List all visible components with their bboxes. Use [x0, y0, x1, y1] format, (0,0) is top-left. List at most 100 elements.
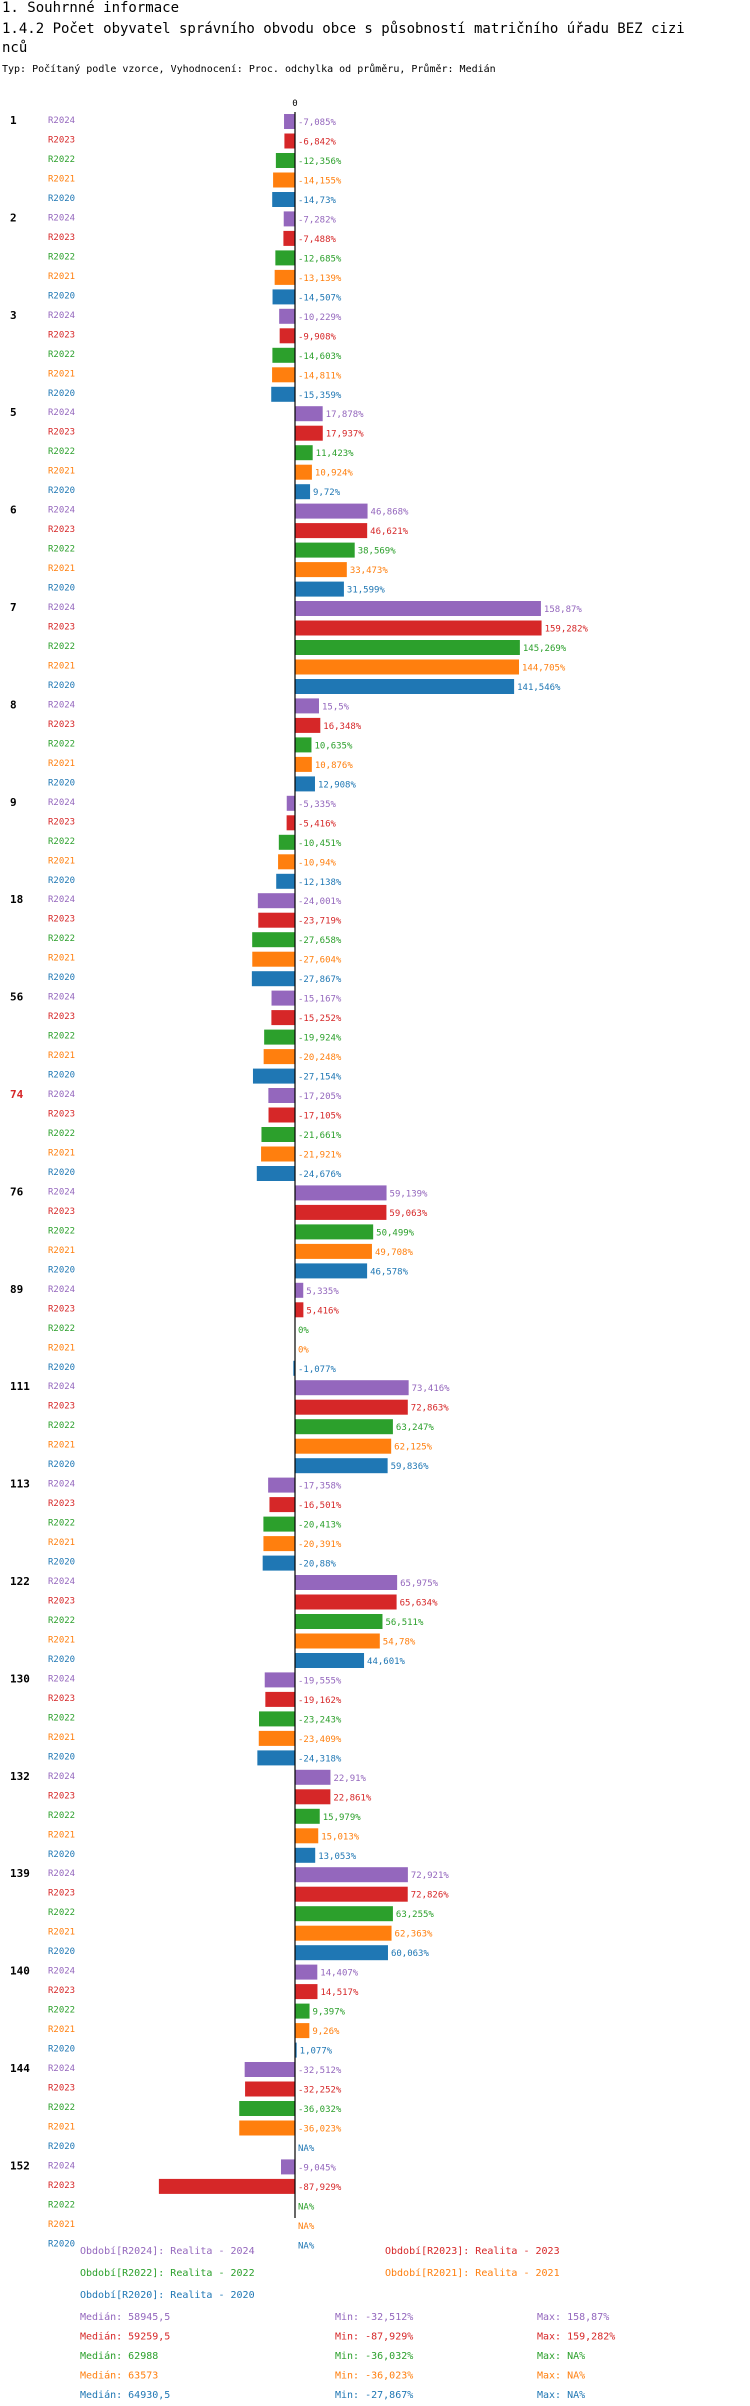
- bar: [259, 1711, 295, 1727]
- series-label: R2022: [48, 155, 75, 165]
- series-label: R2022: [48, 2200, 75, 2210]
- series-label: R2020: [48, 1168, 75, 1178]
- series-label: R2023: [48, 1304, 75, 1314]
- bar: [245, 2081, 295, 2097]
- bar: [271, 386, 295, 402]
- data-label: 72,826%: [411, 1891, 450, 1901]
- bar: [295, 406, 323, 422]
- series-label: R2021: [48, 175, 75, 185]
- data-label: 10,876%: [315, 761, 354, 771]
- bar: [295, 542, 355, 558]
- series-label: R2021: [48, 2123, 75, 2133]
- data-label: -10,451%: [298, 839, 342, 849]
- bar: [252, 1068, 295, 1084]
- bar: [295, 1808, 320, 1824]
- bar: [252, 951, 295, 967]
- stat-max: Max: 159,282%: [537, 2332, 615, 2343]
- data-label: 11,423%: [316, 449, 355, 459]
- legend-entry: Období[R2022]: Realita - 2022: [80, 2267, 255, 2279]
- bar: [295, 1633, 380, 1649]
- series-label: R2021: [48, 1830, 75, 1840]
- data-label: -14,155%: [298, 177, 342, 187]
- data-label: 44,601%: [367, 1657, 406, 1667]
- data-label: -27,658%: [298, 936, 342, 946]
- data-label: -27,604%: [298, 956, 342, 966]
- data-label: 9,26%: [312, 2027, 340, 2037]
- bar: [295, 503, 368, 519]
- series-label: R2020: [48, 1850, 75, 1860]
- bar: [295, 1789, 331, 1805]
- data-label: 56,511%: [385, 1618, 424, 1628]
- bar: [295, 717, 321, 733]
- data-label: -17,105%: [298, 1112, 342, 1122]
- series-label: R2024: [48, 700, 75, 710]
- series-label: R2022: [48, 1032, 75, 1042]
- data-label: -14,507%: [298, 293, 342, 303]
- group-label: 140: [10, 1965, 30, 1978]
- data-label: -24,676%: [298, 1170, 342, 1180]
- series-label: R2024: [48, 213, 75, 223]
- bar: [262, 1555, 295, 1571]
- series-label: R2020: [48, 973, 75, 983]
- group-label: 130: [10, 1672, 30, 1685]
- series-label: R2022: [48, 1519, 75, 1529]
- bar: [263, 1536, 295, 1552]
- bar: [275, 250, 295, 266]
- bar: [276, 873, 295, 889]
- bar: [295, 1302, 304, 1318]
- bar: [295, 1847, 316, 1863]
- bar: [295, 1769, 331, 1785]
- data-label: -15,167%: [298, 995, 342, 1005]
- series-label: R2022: [48, 837, 75, 847]
- series-label: R2021: [48, 1928, 75, 1938]
- data-label: 60,063%: [391, 1949, 430, 1959]
- bar: [295, 1653, 365, 1668]
- bar: [295, 581, 344, 597]
- data-label: -10,94%: [298, 858, 337, 868]
- series-label: R2024: [48, 1577, 75, 1587]
- data-label: 46,868%: [371, 508, 410, 518]
- bar: [284, 114, 295, 129]
- series-label: R2023: [48, 1889, 75, 1899]
- series-label: R2023: [48, 233, 75, 243]
- data-label: -16,501%: [298, 1501, 342, 1511]
- data-label: -13,139%: [298, 274, 342, 284]
- data-label: -20,413%: [298, 1521, 342, 1531]
- series-label: R2021: [48, 272, 75, 282]
- stat-median: Medián: 64930,5: [80, 2389, 170, 2401]
- bar: [295, 756, 312, 772]
- bar: [284, 133, 295, 149]
- group-label: 139: [10, 1867, 30, 1880]
- data-label: -17,205%: [298, 1092, 342, 1102]
- data-label: 1,077%: [300, 2047, 333, 2057]
- series-label: R2021: [48, 1149, 75, 1159]
- series-label: R2024: [48, 2064, 75, 2074]
- stat-min: Min: -27,867%: [335, 2390, 413, 2401]
- bar: [295, 698, 319, 714]
- bar: [295, 464, 312, 480]
- data-label: -21,921%: [298, 1151, 342, 1161]
- stat-max: Max: NA%: [537, 2371, 585, 2382]
- stat-median: Medián: 59259,5: [80, 2331, 170, 2343]
- series-label: R2023: [48, 1012, 75, 1022]
- series-label: R2022: [48, 1616, 75, 1626]
- bar: [295, 776, 315, 792]
- data-label: -5,335%: [298, 800, 337, 810]
- data-label: -14,603%: [298, 352, 342, 362]
- data-label: 10,635%: [314, 741, 353, 751]
- series-label: R2022: [48, 1713, 75, 1723]
- bar: [295, 2023, 310, 2039]
- series-label: R2024: [48, 603, 75, 613]
- data-label: 15,5%: [322, 702, 350, 712]
- data-label: -12,138%: [298, 878, 342, 888]
- data-label: -36,032%: [298, 2105, 342, 2115]
- data-label: 31,599%: [347, 586, 386, 596]
- bar: [278, 834, 295, 850]
- series-label: R2020: [48, 1460, 75, 1470]
- data-label: -7,488%: [298, 235, 337, 245]
- bar: [295, 523, 368, 539]
- data-label: -36,023%: [298, 2125, 342, 2135]
- group-label: 7: [10, 601, 17, 614]
- series-label: R2022: [48, 739, 75, 749]
- bar: [286, 795, 295, 811]
